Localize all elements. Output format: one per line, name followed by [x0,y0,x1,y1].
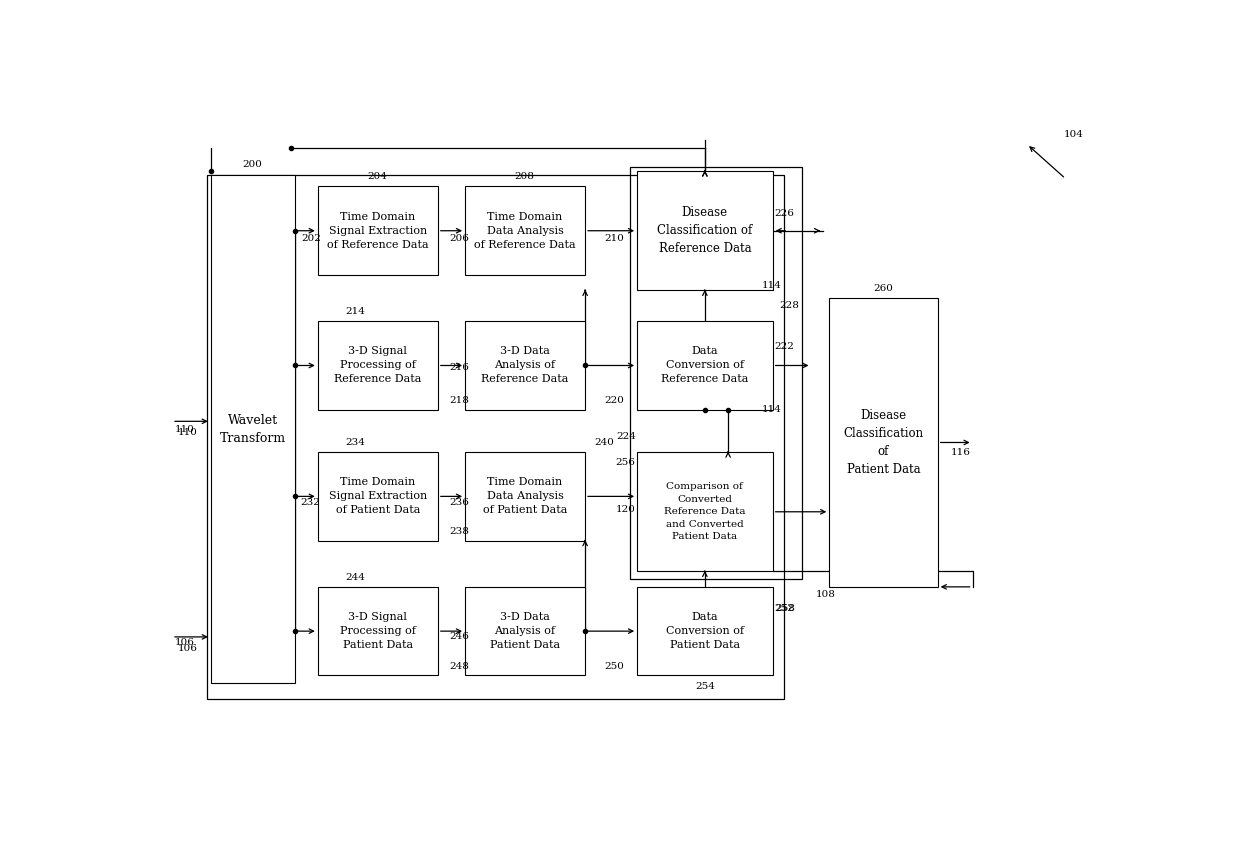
Text: 244: 244 [345,573,365,582]
Text: 108: 108 [816,590,836,599]
Bar [211,175,295,683]
Text: 3-D Data
Analysis of
Reference Data: 3-D Data Analysis of Reference Data [481,347,569,384]
Text: 218: 218 [449,396,469,405]
Text: 3-D Data
Analysis of
Patient Data: 3-D Data Analysis of Patient Data [490,612,560,650]
Bar [637,587,773,675]
Text: 250: 250 [604,661,624,671]
Text: 206: 206 [449,234,469,243]
Text: 248: 248 [449,661,469,671]
Text: 110: 110 [175,425,195,433]
Text: 204: 204 [367,172,387,181]
Text: 106: 106 [179,644,198,653]
Text: 258: 258 [775,604,795,613]
Text: 210: 210 [604,234,624,243]
Text: 214: 214 [345,307,365,315]
Bar [465,187,585,275]
Text: 238: 238 [449,527,469,536]
Text: 200: 200 [243,160,263,170]
Bar [637,171,773,290]
Text: 236: 236 [449,498,469,506]
Bar [317,321,438,410]
Text: Time Domain
Data Analysis
of Patient Data: Time Domain Data Analysis of Patient Dat… [482,477,567,516]
Text: 3-D Signal
Processing of
Patient Data: 3-D Signal Processing of Patient Data [340,612,415,650]
Bar [207,175,784,699]
Bar [637,321,773,410]
Text: 208: 208 [515,172,534,181]
Text: 226: 226 [774,209,795,218]
Bar [630,167,802,579]
Text: Time Domain
Signal Extraction
of Patient Data: Time Domain Signal Extraction of Patient… [329,477,427,516]
Text: 224: 224 [616,432,636,441]
Bar [465,321,585,410]
Text: 222: 222 [774,342,795,351]
Text: 114: 114 [761,281,782,289]
Text: 220: 220 [604,396,624,405]
Bar [465,587,585,675]
Text: Data
Conversion of
Reference Data: Data Conversion of Reference Data [661,347,749,384]
Bar [637,452,773,572]
Text: 256: 256 [615,458,635,466]
Text: 232: 232 [300,498,320,506]
Bar [317,452,438,541]
Bar [317,187,438,275]
Text: Wavelet
Transform: Wavelet Transform [219,414,285,444]
Text: 234: 234 [345,438,365,448]
Text: 228: 228 [779,301,799,310]
Text: Data
Conversion of
Patient Data: Data Conversion of Patient Data [666,612,744,650]
Text: 104: 104 [1064,130,1084,138]
Bar [465,452,585,541]
Text: 252: 252 [774,604,795,613]
Text: Comparison of
Converted
Reference Data
and Converted
Patient Data: Comparison of Converted Reference Data a… [665,483,745,541]
Text: 216: 216 [449,363,469,372]
Text: 114: 114 [761,405,782,415]
Text: Disease
Classification of
Reference Data: Disease Classification of Reference Data [657,206,753,255]
Text: 120: 120 [615,505,635,515]
Text: 240: 240 [594,438,615,448]
Text: 202: 202 [301,234,321,243]
Bar [317,587,438,675]
Text: 246: 246 [449,633,469,641]
Text: 254: 254 [696,683,715,691]
Text: Time Domain
Data Analysis
of Reference Data: Time Domain Data Analysis of Reference D… [474,212,575,249]
Text: Time Domain
Signal Extraction
of Reference Data: Time Domain Signal Extraction of Referen… [327,212,429,249]
Bar [830,298,937,587]
Text: 3-D Signal
Processing of
Reference Data: 3-D Signal Processing of Reference Data [334,347,422,384]
Text: 110: 110 [179,428,198,438]
Text: 106: 106 [175,638,195,647]
Text: 260: 260 [873,283,894,293]
Text: Disease
Classification
of
Patient Data: Disease Classification of Patient Data [843,409,924,476]
Text: 116: 116 [951,448,971,456]
